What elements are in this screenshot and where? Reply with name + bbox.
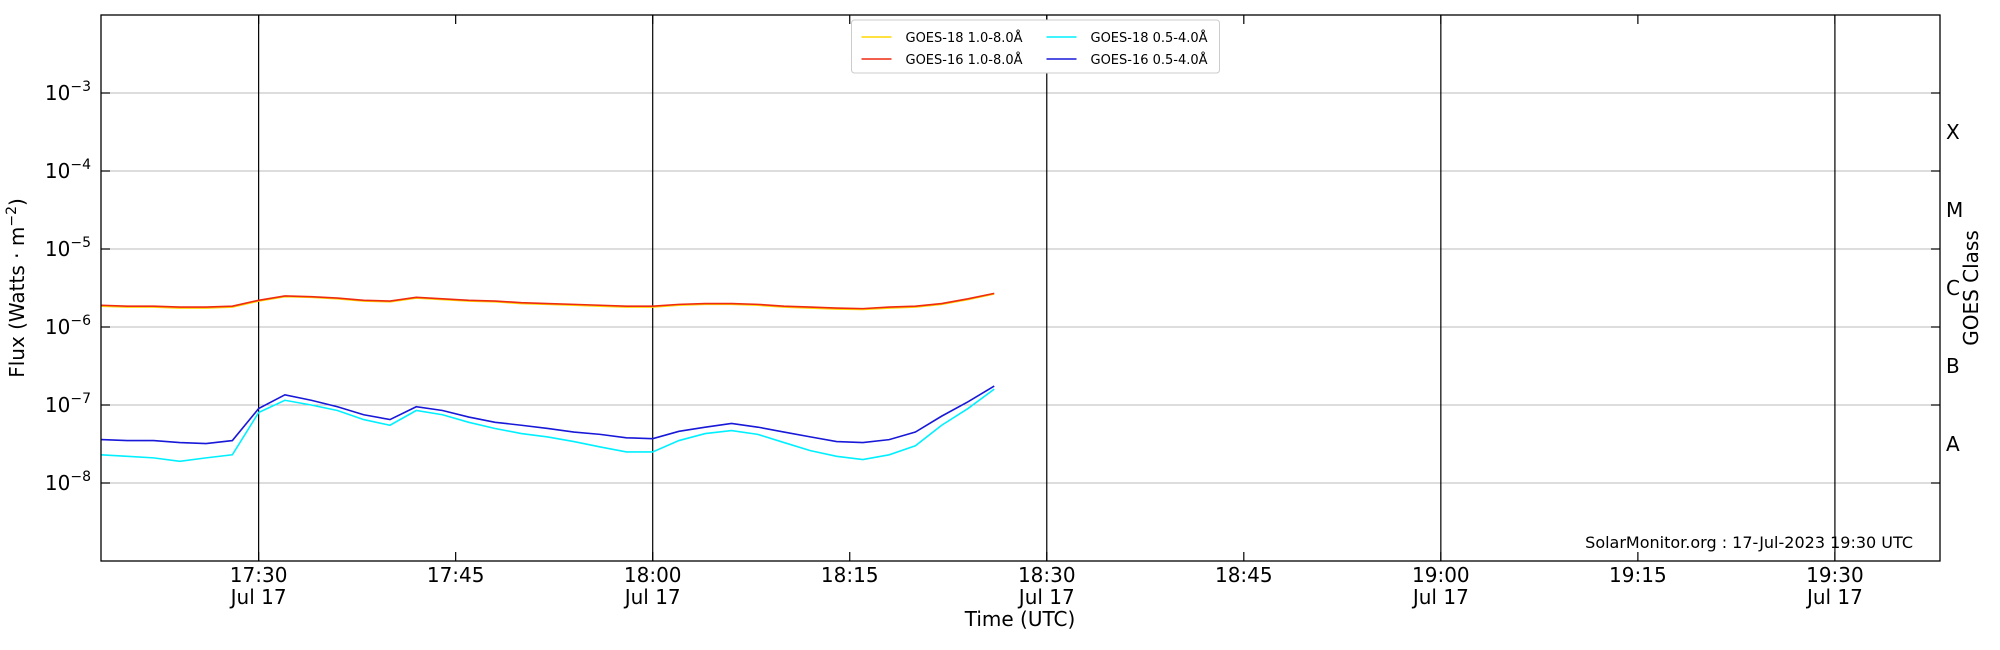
y-tick-label: 10−4	[45, 157, 91, 183]
legend-label: GOES-18 1.0-8.0Å	[906, 30, 1023, 46]
y-tick-exp: −7	[70, 391, 91, 407]
x-tick-label: 18:45	[1215, 563, 1273, 587]
series-line	[100, 292, 995, 310]
series-line	[100, 385, 995, 445]
y-tick-label: 10−3	[45, 79, 91, 105]
y2-tick-label: C	[1946, 276, 1960, 300]
y-tick-label: 10−7	[45, 391, 91, 417]
x-tick-label: 18:00	[624, 563, 682, 587]
x-tick-label: 19:00	[1412, 563, 1470, 587]
x-tick-label: 19:15	[1609, 563, 1667, 587]
x-tick-date: Jul 17	[1805, 585, 1863, 609]
y-tick-exp: −5	[70, 235, 91, 251]
y-tick-exp: −8	[70, 469, 91, 485]
series-line	[100, 388, 995, 463]
y-tick-label: 10−8	[45, 469, 91, 495]
y-tick-exp: −6	[70, 313, 91, 329]
y-tick-base: 10	[45, 159, 70, 183]
x-tick-label: 19:30	[1806, 563, 1864, 587]
x-tick-label: 18:15	[821, 563, 879, 587]
legend-label: GOES-16 0.5-4.0Å	[1091, 52, 1208, 68]
y-tick-label: 10−6	[45, 313, 91, 339]
x-tick-date: Jul 17	[229, 585, 287, 609]
y2-axis-label: GOES Class	[1959, 230, 1983, 346]
y-tick-base: 10	[45, 393, 70, 417]
y-tick-exp: −3	[70, 79, 91, 95]
y-tick-base: 10	[45, 81, 70, 105]
y2-tick-label: X	[1946, 120, 1960, 144]
y-tick-label: 10−5	[45, 235, 91, 261]
legend-label: GOES-18 0.5-4.0Å	[1091, 30, 1208, 46]
x-tick-label: 18:30	[1018, 563, 1076, 587]
x-tick-label: 17:45	[427, 563, 485, 587]
x-tick-label: 17:30	[230, 563, 288, 587]
series-line	[100, 293, 995, 311]
x-tick-date: Jul 17	[1411, 585, 1469, 609]
legend-box	[851, 19, 1220, 74]
x-tick-date: Jul 17	[1017, 585, 1075, 609]
y-tick-base: 10	[45, 315, 70, 339]
y2-tick-label: A	[1946, 432, 1960, 456]
y-label-tail: )	[5, 198, 29, 206]
y-label-sup: −2	[4, 206, 20, 227]
x-tick-date: Jul 17	[623, 585, 681, 609]
y-tick-exp: −4	[70, 157, 91, 173]
annotation: SolarMonitor.org : 17-Jul-2023 19:30 UTC	[1585, 533, 1913, 552]
y-tick-base: 10	[45, 237, 70, 261]
y-tick-base: 10	[45, 471, 70, 495]
y-label-text: Flux (Watts · m	[5, 227, 29, 378]
plot-frame	[100, 14, 1941, 562]
y2-tick-label: B	[1946, 354, 1960, 378]
y2-tick-label: M	[1946, 198, 1963, 222]
legend-label: GOES-16 1.0-8.0Å	[906, 52, 1023, 68]
y-axis-label: Flux (Watts · m−2)	[4, 198, 29, 378]
x-axis-label: Time (UTC)	[964, 607, 1076, 631]
